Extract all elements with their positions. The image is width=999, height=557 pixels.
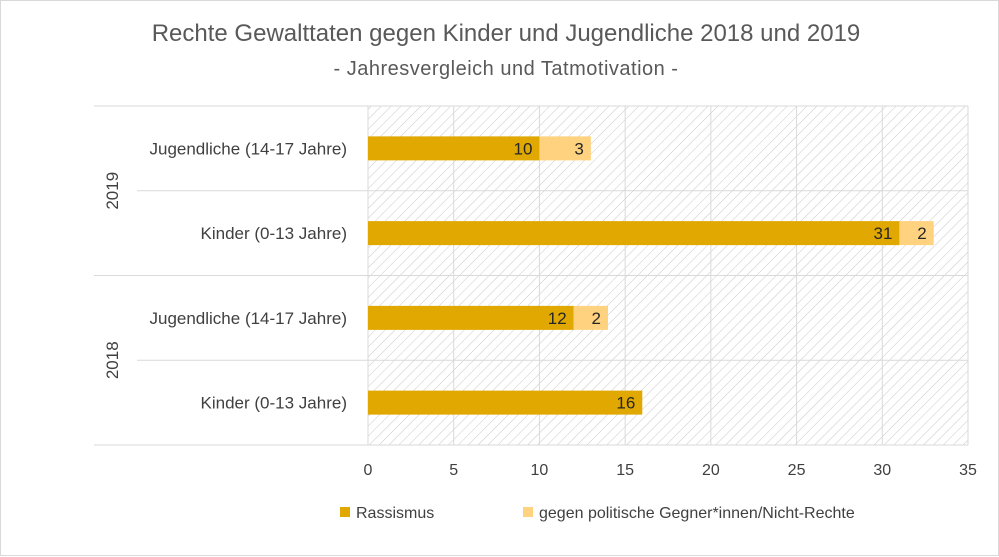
x-tick-label: 20 — [702, 462, 720, 479]
bar-politische-gegner — [899, 221, 934, 246]
group-label: 2018 — [103, 341, 122, 379]
x-tick-label: 10 — [531, 462, 549, 479]
data-label: 16 — [616, 394, 635, 413]
legend: Rassismus gegen politische Gegner*innen/N… — [340, 505, 855, 522]
chart-subtitle: - Jahresvergleich und Tatmotivation - — [334, 58, 679, 80]
legend-label: gegen politische Gegner*innen/Nicht-Rech… — [539, 505, 855, 522]
group-label: 2019 — [103, 172, 122, 210]
bar-politische-gegner — [539, 136, 591, 161]
data-label: 31 — [874, 224, 893, 243]
x-tick-label: 25 — [788, 462, 806, 479]
legend-swatch — [340, 507, 350, 517]
x-tick-label: 0 — [364, 462, 373, 479]
bar-rassismus — [368, 390, 643, 415]
x-tick-label: 5 — [449, 462, 458, 479]
gridlines — [94, 105, 969, 446]
bar-rassismus — [368, 305, 574, 330]
category-label: Kinder (0-13 Jahre) — [201, 224, 347, 243]
bars: 10 3 31 2 12 2 16 — [368, 136, 934, 415]
x-axis-ticks: 0 5 10 15 20 25 30 35 — [364, 462, 977, 479]
bar-politische-gegner — [573, 305, 608, 330]
y-axis-labels: Jugendliche (14-17 Jahre) Kinder (0-13 Ja… — [103, 139, 347, 412]
data-label: 10 — [514, 139, 533, 158]
data-label: 3 — [574, 139, 583, 158]
category-label: Jugendliche (14-17 Jahre) — [149, 309, 347, 328]
x-tick-label: 15 — [616, 462, 634, 479]
legend-swatch — [523, 507, 533, 517]
data-label: 2 — [917, 224, 926, 243]
bar-rassismus — [368, 221, 900, 246]
legend-label: Rassismus — [356, 505, 434, 522]
chart-title: Rechte Gewalttaten gegen Kinder und Juge… — [152, 20, 861, 47]
x-tick-label: 35 — [959, 462, 977, 479]
category-label: Jugendliche (14-17 Jahre) — [149, 139, 347, 158]
bar-rassismus — [368, 136, 540, 161]
data-label: 2 — [592, 309, 601, 328]
category-label: Kinder (0-13 Jahre) — [201, 394, 347, 413]
x-tick-label: 30 — [873, 462, 891, 479]
data-label: 12 — [548, 309, 567, 328]
